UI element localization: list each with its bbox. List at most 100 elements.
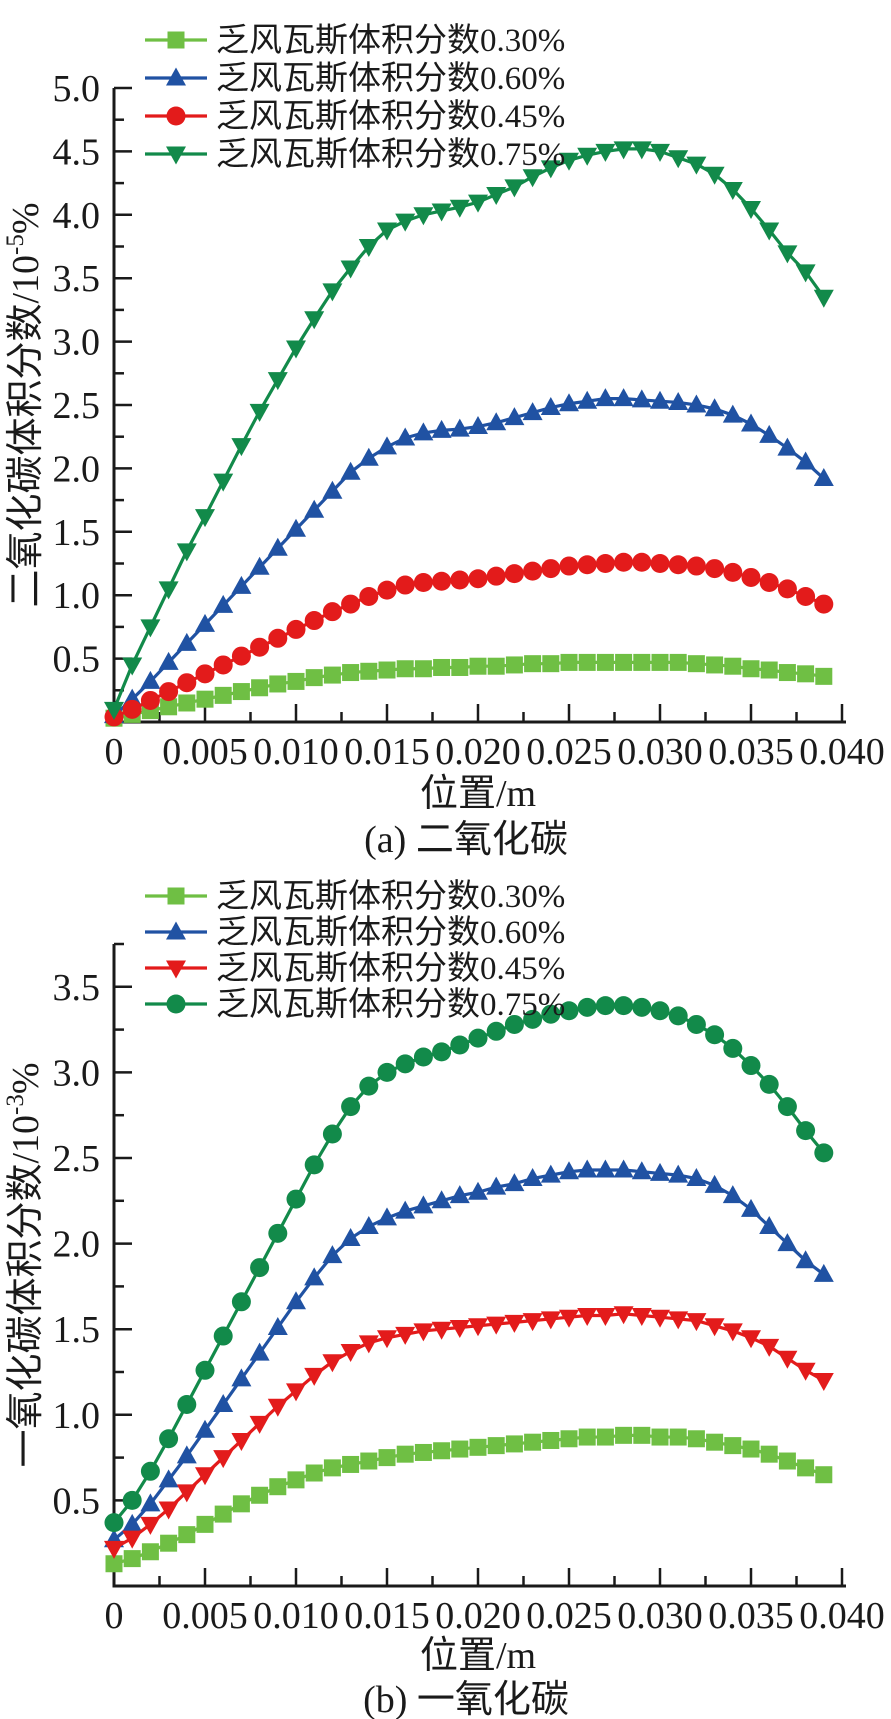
series-marker-square <box>360 662 378 680</box>
series-marker-square <box>469 657 487 675</box>
series-marker-square <box>160 1534 178 1552</box>
series-marker-triangle-up <box>122 1513 143 1532</box>
series-marker-circle <box>759 1074 779 1094</box>
series-marker-circle <box>577 555 597 575</box>
series-marker-triangle-up <box>486 1176 507 1195</box>
series-marker-triangle-up <box>377 1207 397 1226</box>
series-marker-circle <box>140 1461 160 1481</box>
series-marker-circle <box>304 1155 324 1175</box>
series-marker-circle <box>577 997 597 1017</box>
series-marker-triangle-up <box>358 1215 379 1234</box>
series-marker-triangle-up <box>686 1168 707 1187</box>
series-marker-triangle-up <box>395 1200 416 1219</box>
series-marker-square <box>214 1505 232 1523</box>
series-marker-circle <box>614 552 634 572</box>
series-marker-triangle-up <box>759 1215 780 1234</box>
y-tick-label: 3.5 <box>53 258 101 300</box>
series-marker-triangle-down <box>231 1432 252 1451</box>
series-line <box>112 147 826 710</box>
series-marker-triangle-down <box>195 509 215 528</box>
series-marker-square <box>251 1486 269 1504</box>
chart-b-x-axis-label: 位置/m <box>420 1635 536 1677</box>
series-marker-circle <box>486 566 506 586</box>
series-marker-triangle-up <box>795 451 816 470</box>
series-marker-triangle-down <box>249 1415 270 1434</box>
series-marker-circle <box>486 1021 506 1041</box>
legend-item: 乏风瓦斯体积分数0.75% <box>145 136 565 173</box>
series-marker-square <box>615 1426 633 1444</box>
series-marker-circle <box>468 1028 488 1048</box>
series-marker-circle <box>595 996 615 1016</box>
x-axis: 0 0.005 0.010 0.015 0.020 0.025 0.030 0.035 0.04… <box>105 704 885 773</box>
series-marker-triangle-up <box>158 1469 179 1488</box>
y-tick-label: 2.0 <box>53 1224 101 1266</box>
x-axis: 0 0.005 0.010 0.015 0.020 0.025 0.030 0.035 0.04… <box>105 1568 885 1637</box>
series-marker-triangle-down <box>504 179 525 198</box>
series-marker-square <box>742 1440 760 1458</box>
series-marker-triangle-up <box>577 390 598 409</box>
series-marker-triangle-down <box>358 239 379 257</box>
series-marker-circle <box>741 1056 761 1076</box>
series-marker-square <box>687 1430 705 1448</box>
series-marker-triangle-down <box>777 1350 798 1369</box>
series-marker-triangle-down <box>340 1343 361 1362</box>
series-marker-triangle-down <box>504 1314 525 1333</box>
series-marker-triangle-down <box>650 1309 670 1328</box>
series-marker-circle <box>195 1360 215 1380</box>
y-tick-label: 1.5 <box>53 1309 101 1351</box>
series-marker-triangle-down <box>631 1308 652 1327</box>
series-marker-square <box>778 1452 796 1470</box>
series-marker-square <box>178 694 196 712</box>
y-tick-label: 3.0 <box>53 322 101 364</box>
legend-label: 乏风瓦斯体积分数0.60% <box>216 60 565 97</box>
series-marker-circle <box>759 573 779 593</box>
series-marker-triangle-down <box>468 194 488 213</box>
series-marker-circle <box>523 561 543 581</box>
series-marker-triangle-down <box>304 1367 325 1386</box>
series-marker-triangle-up <box>166 921 186 940</box>
series-marker-square <box>578 1428 596 1446</box>
series-marker-circle <box>322 1124 342 1144</box>
series-marker-triangle-down <box>595 1308 616 1327</box>
series-marker-triangle-up <box>631 1161 652 1180</box>
series-marker-triangle-up <box>286 1291 306 1310</box>
series-marker-triangle-down <box>741 1330 761 1349</box>
series-marker-circle <box>595 554 615 573</box>
series-marker-triangle-down <box>140 1516 161 1535</box>
series-marker-square <box>469 1438 487 1456</box>
series-marker-triangle-up <box>322 1245 343 1264</box>
series-marker-triangle-up <box>468 1181 488 1200</box>
series-marker-triangle-up <box>522 402 543 421</box>
x-tick-label: 0.005 <box>162 731 248 773</box>
x-tick-label: 0.030 <box>617 731 703 773</box>
series-marker-circle <box>122 1490 142 1510</box>
series-marker-triangle-down <box>166 146 186 165</box>
series-marker-triangle-up <box>486 412 507 431</box>
series-marker-triangle-up <box>759 424 780 443</box>
series-marker-triangle-down <box>795 264 816 283</box>
series-marker-square <box>669 653 687 671</box>
series-marker-triangle-up <box>166 67 186 86</box>
series-marker-triangle-up <box>431 419 452 438</box>
series-marker-square <box>214 686 232 704</box>
series-marker-triangle-down <box>395 213 416 232</box>
series-marker-square <box>706 1433 724 1451</box>
chart-b-plot-area: 0.51.01.52.02.53.03.50 0.005 0.010 0.015 0.0… <box>53 878 885 1637</box>
series-marker-triangle-down <box>540 160 561 179</box>
series-乏风瓦斯体积分数0.45% <box>104 552 834 727</box>
series-marker-triangle-down <box>449 1319 470 1338</box>
series-marker-triangle-up <box>595 388 616 407</box>
series-marker-square <box>706 656 724 674</box>
legend-label: 乏风瓦斯体积分数0.75% <box>216 986 565 1023</box>
series-marker-triangle-down <box>741 200 761 219</box>
series-marker-circle <box>177 673 197 693</box>
series-乏风瓦斯体积分数0.45% <box>104 1306 834 1559</box>
series-marker-circle <box>796 586 816 606</box>
series-marker-triangle-down <box>686 156 707 175</box>
series-marker-triangle-down <box>759 222 780 241</box>
series-marker-circle <box>359 586 379 606</box>
series-marker-circle <box>268 628 288 648</box>
series-marker-circle <box>250 637 270 657</box>
series-marker-triangle-down <box>267 372 288 391</box>
series-marker-circle <box>777 1097 797 1117</box>
